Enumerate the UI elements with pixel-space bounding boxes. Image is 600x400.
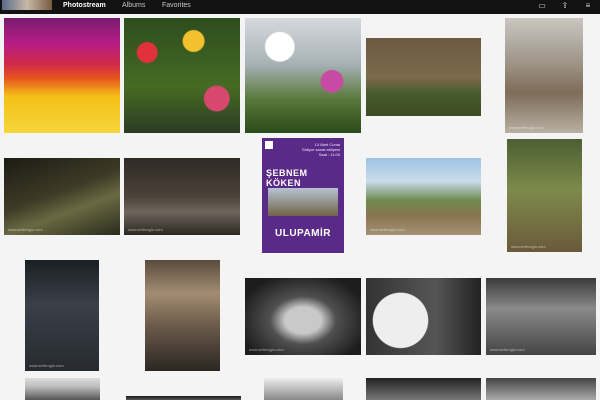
poster-logo xyxy=(265,141,273,149)
photo-tulips-garden[interactable] xyxy=(124,18,240,133)
photo-bw-flag-boy[interactable] xyxy=(366,278,481,355)
photo-watermark: www.seferoglu.com xyxy=(249,347,284,352)
poster-artist-name: ŞEBNEM KÖKEN xyxy=(266,168,308,188)
photo-forest-cow[interactable]: www.seferoglu.com xyxy=(4,158,120,235)
photo-tulips-purple-yellow[interactable] xyxy=(4,18,120,133)
photo-football-goal[interactable]: www.seferoglu.com xyxy=(366,158,481,235)
photo-cat-with-kettle[interactable] xyxy=(366,38,481,116)
photo-bw-boy[interactable]: www.seferoglu.com xyxy=(245,278,361,355)
photo-bw-partial[interactable] xyxy=(126,396,241,400)
poster-date-line: Gidiyor sanat atölyesi xyxy=(301,147,340,152)
tab-albums[interactable]: Albums xyxy=(122,2,146,9)
photo-bw-window[interactable] xyxy=(25,378,100,400)
photo-watermark: www.seferoglu.com xyxy=(370,227,405,232)
photo-bw-children[interactable]: www.seferoglu.com xyxy=(486,278,596,355)
photo-watermark: www.seferoglu.com xyxy=(128,227,163,232)
photo-watermark: www.seferoglu.com xyxy=(509,125,544,130)
photo-tulips-white[interactable] xyxy=(245,18,361,133)
share-icon[interactable]: ⇪ xyxy=(561,1,569,10)
poster-date-line: Saat : 11:00 xyxy=(318,152,340,157)
photo-barn-horse[interactable]: www.seferoglu.com xyxy=(124,158,240,235)
photo-watermark: www.seferoglu.com xyxy=(490,347,525,352)
poster-date-line: 13 Mart Cuma xyxy=(314,142,340,147)
photo-two-boys[interactable]: www.seferoglu.com xyxy=(507,139,582,252)
photo-event-poster[interactable]: 13 Mart Cuma Gidiyor sanat atölyesi Saat… xyxy=(262,138,344,253)
photo-sheep-village[interactable]: www.seferoglu.com xyxy=(505,18,583,133)
poster-horse-image xyxy=(268,188,338,216)
photo-watermark: www.seferoglu.com xyxy=(8,227,43,232)
photo-watermark: www.seferoglu.com xyxy=(511,244,546,249)
photo-bw-portrait[interactable] xyxy=(486,378,596,400)
profile-avatar[interactable] xyxy=(2,0,52,10)
photo-bw-sign[interactable] xyxy=(264,378,343,400)
photo-old-building[interactable] xyxy=(145,260,220,371)
photo-watermark: www.seferoglu.com xyxy=(29,363,64,368)
photo-alley-woman[interactable]: www.seferoglu.com xyxy=(25,260,99,371)
menu-icon[interactable]: ≡ xyxy=(585,1,591,10)
tab-photostream[interactable]: Photostream xyxy=(63,2,106,9)
slideshow-icon[interactable]: ▭ xyxy=(538,1,546,10)
tab-favorites[interactable]: Favorites xyxy=(162,2,191,9)
photo-bw-faces[interactable] xyxy=(366,378,481,400)
poster-date: 13 Mart Cuma Gidiyor sanat atölyesi Saat… xyxy=(302,142,340,157)
top-navigation-bar: Photostream Albums Favorites ▭ ⇪ ≡ xyxy=(0,0,600,14)
poster-banner: ULUPAMİR xyxy=(274,228,332,239)
